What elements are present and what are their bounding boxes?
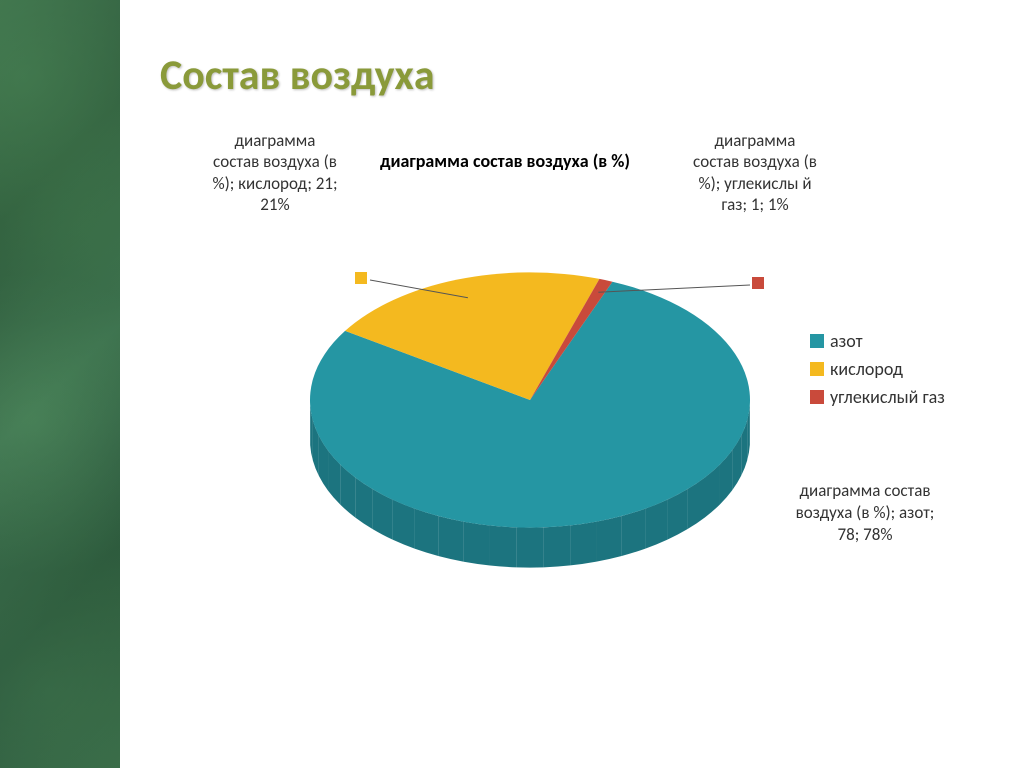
slide-title: Состав воздуха xyxy=(160,50,435,101)
data-label-oxygen-text: диаграмма состав воздуха (в %); кислород… xyxy=(212,130,337,215)
pie-svg xyxy=(270,240,790,620)
pie-chart: диаграмма состав воздуха (в %) диаграмма… xyxy=(150,130,1000,690)
data-label-co2-text: диаграмма состав воздуха (в %); углекисл… xyxy=(693,130,817,215)
legend-item-nitrogen: азот xyxy=(810,330,945,352)
data-label-nitrogen-text: диаграмма состав воздуха (в %); азот; 78… xyxy=(796,480,935,545)
legend-swatch-nitrogen xyxy=(810,334,824,348)
pie-3d xyxy=(270,240,790,625)
legend-label-co2: углекислый газ xyxy=(830,386,945,408)
slide: Состав воздуха диаграмма состав воздуха … xyxy=(0,0,1024,768)
chart-legend: азот кислород углекислый газ xyxy=(810,330,945,414)
chart-title: диаграмма состав воздуха (в %) xyxy=(380,150,630,172)
legend-item-oxygen: кислород xyxy=(810,358,945,380)
data-label-oxygen: диаграмма состав воздуха (в %); кислород… xyxy=(210,130,340,215)
slide-content: Состав воздуха диаграмма состав воздуха … xyxy=(120,0,1024,768)
legend-label-nitrogen: азот xyxy=(830,330,863,352)
data-label-nitrogen: диаграмма состав воздуха (в %); азот; 78… xyxy=(790,480,940,546)
legend-item-co2: углекислый газ xyxy=(810,386,945,408)
decorative-sidebar xyxy=(0,0,120,768)
legend-label-oxygen: кислород xyxy=(830,358,903,380)
legend-swatch-co2 xyxy=(810,390,824,404)
data-label-co2: диаграмма состав воздуха (в %); углекисл… xyxy=(690,130,820,215)
legend-swatch-oxygen xyxy=(810,362,824,376)
